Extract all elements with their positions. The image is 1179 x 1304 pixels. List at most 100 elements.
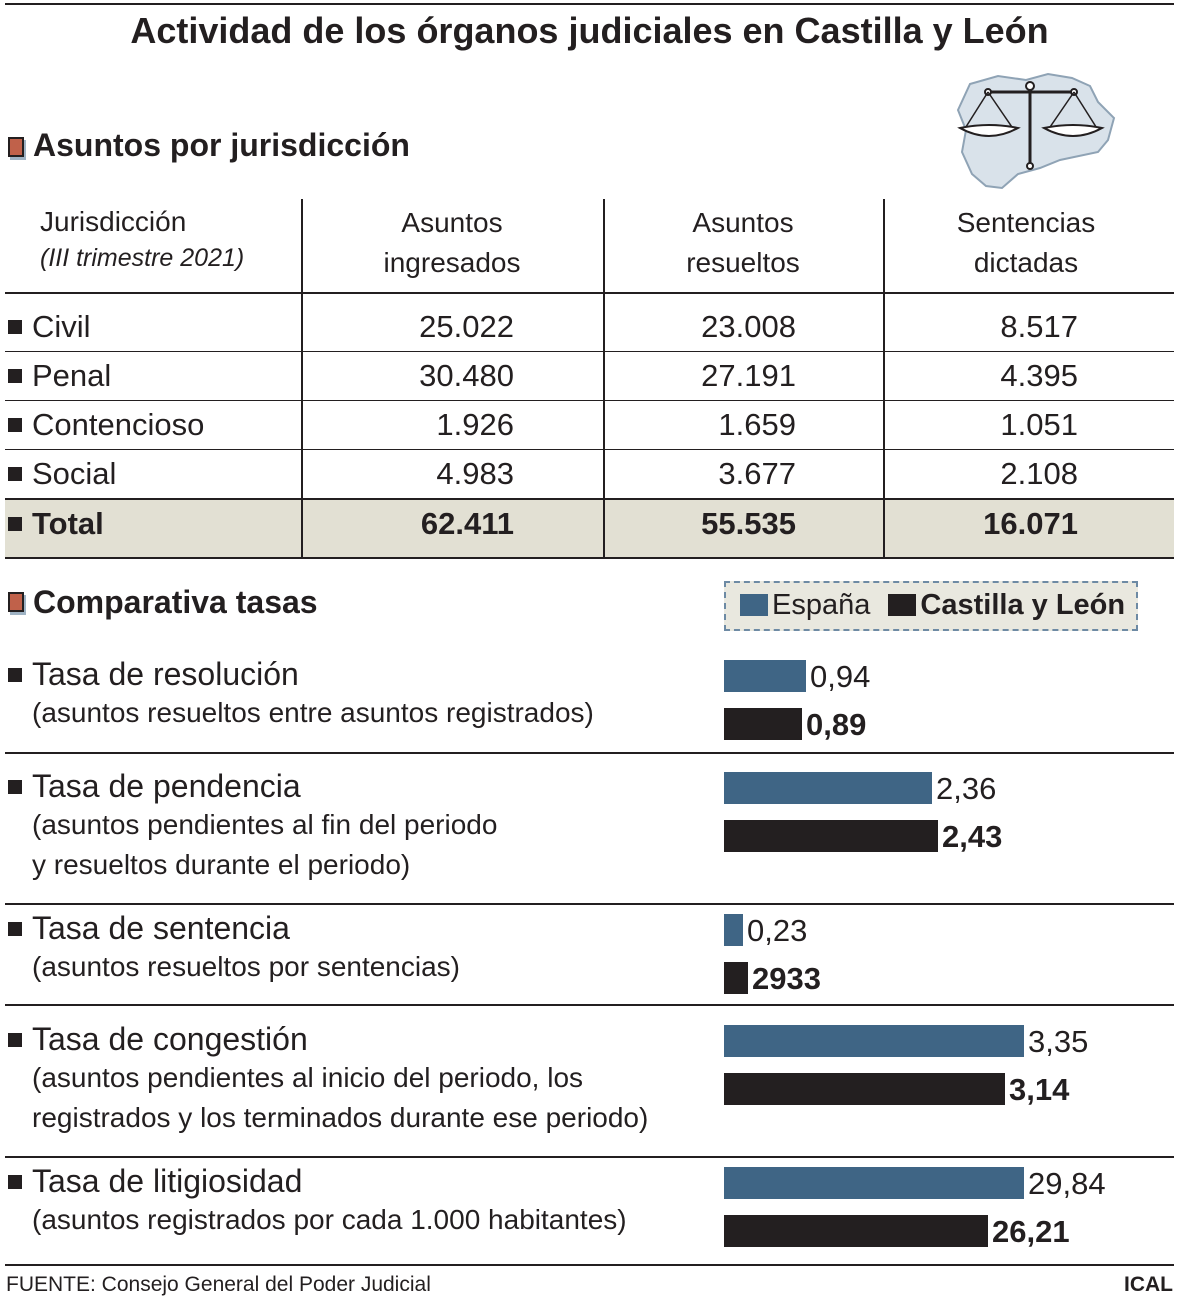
bar-label-cyl: 0,89: [806, 707, 867, 742]
table-row: Civil: [8, 303, 91, 351]
table-cell: 4.983: [436, 456, 514, 491]
bar-spain: [724, 914, 743, 946]
header-period: (III trimestre 2021): [40, 244, 245, 272]
metric-name-text: Tasa de litigiosidad: [32, 1163, 303, 1199]
table-cell: 4.395: [1000, 358, 1078, 393]
metric-block: Tasa de pendencia (asuntos pendientes al…: [8, 768, 497, 885]
metric-name: Tasa de resolución: [8, 656, 594, 693]
table-cell: 30.480: [419, 358, 514, 393]
row-divider: [5, 351, 1174, 352]
bar-cyl: [724, 1215, 988, 1247]
bar-label-cyl: 3,14: [1009, 1072, 1070, 1107]
metric-name-text: Tasa de pendencia: [32, 768, 301, 804]
table-cell: 8.517: [1000, 309, 1078, 344]
table-cell: 1.926: [436, 407, 514, 442]
table-cell: 23.008: [701, 309, 796, 344]
bullet-square: [8, 780, 22, 794]
bar-spain: [724, 1167, 1024, 1199]
metric-block: Tasa de sentencia (asuntos resueltos por…: [8, 910, 460, 987]
legend-swatch-cyl: [888, 594, 917, 616]
metric-divider: [5, 1156, 1174, 1158]
bar-label-spain: 29,84: [1028, 1166, 1106, 1201]
metric-name: Tasa de pendencia: [8, 768, 497, 805]
metric-desc: registrados y los terminados durante ese…: [32, 1102, 649, 1133]
metric-block: Tasa de congestión (asuntos pendientes a…: [8, 1021, 648, 1138]
table-row-total: Total: [8, 500, 104, 548]
bar-cyl: [724, 820, 938, 852]
bullet-square: [8, 517, 22, 531]
top-rule: [5, 3, 1174, 5]
metric-divider: [5, 752, 1174, 754]
header-sentencias: Sentencias: [956, 207, 1096, 238]
header-sentencias-2: dictadas: [973, 247, 1079, 278]
bullet-square: [8, 467, 22, 481]
metric-desc: (asuntos pendientes al inicio del period…: [32, 1062, 584, 1093]
table-cell: 1.659: [718, 407, 796, 442]
legend: España Castilla y León: [724, 581, 1138, 631]
total-row-background: [5, 499, 1174, 558]
metric-name: Tasa de litigiosidad: [8, 1163, 627, 1200]
metric-divider: [5, 1004, 1174, 1006]
table-cell-total: 62.411: [420, 506, 514, 541]
metric-divider: [5, 903, 1174, 905]
row-divider: [5, 292, 1174, 294]
row-divider: [5, 400, 1174, 401]
bar-spain: [724, 772, 932, 804]
table-cell: 2.108: [1000, 456, 1078, 491]
metric-name-text: Tasa de congestión: [32, 1021, 308, 1057]
column-divider: [301, 199, 303, 558]
section-title-asuntos: Asuntos por jurisdicción: [33, 127, 410, 163]
row-label: Contencioso: [32, 407, 205, 442]
table-row: Contencioso: [8, 401, 204, 449]
header-line: Asuntos: [401, 207, 503, 238]
table-row: Penal: [8, 352, 111, 400]
bullet-square: [8, 320, 22, 334]
bullet-square: [8, 922, 22, 936]
metric-name-text: Tasa de sentencia: [32, 910, 290, 946]
table-cell: 3.677: [718, 456, 796, 491]
header-ingresados-2: ingresados: [383, 247, 521, 278]
bar-spain: [724, 660, 806, 692]
bar-label-spain: 0,94: [810, 659, 871, 694]
bottom-rule: [5, 1264, 1174, 1266]
metric-block: Tasa de litigiosidad (asuntos registrado…: [8, 1163, 627, 1240]
metric-desc: (asuntos resueltos por sentencias): [32, 951, 460, 982]
table-cell-total: 55.535: [701, 506, 796, 541]
credit-text: ICAL: [1124, 1273, 1173, 1296]
table-cell: 1.051: [1000, 407, 1078, 442]
bar-label-spain: 3,35: [1028, 1024, 1089, 1059]
bullet-square: [8, 668, 22, 682]
row-label: Total: [32, 506, 104, 541]
table-cell-total: 16.071: [983, 506, 1078, 541]
row-label: Penal: [32, 358, 112, 393]
legend-swatch-spain: [740, 594, 768, 616]
bar-label-cyl: 26,21: [992, 1214, 1070, 1249]
bar-label-cyl: 2,43: [942, 819, 1003, 854]
bar-cyl: [724, 962, 748, 994]
table-cell: 27.191: [701, 358, 796, 393]
page-title: Actividad de los órganos judiciales en C…: [130, 10, 1049, 51]
bullet-square: [8, 1175, 22, 1189]
source-text: FUENTE: Consejo General del Poder Judici…: [6, 1273, 431, 1296]
scales-of-justice-icon: [956, 72, 1116, 190]
bullet-square: [8, 418, 22, 432]
row-divider: [5, 449, 1174, 450]
bar-label-spain: 0,23: [747, 913, 808, 948]
bar-spain: [724, 1025, 1024, 1057]
section-marker: [8, 137, 24, 157]
row-label: Social: [32, 456, 117, 491]
legend-label-spain: España: [772, 589, 871, 621]
header-resueltos-2: resueltos: [686, 247, 800, 278]
bar-label-cyl: 2933: [752, 961, 821, 996]
row-label: Civil: [32, 309, 91, 344]
header-jurisdiccion: Jurisdicción: [40, 206, 187, 237]
row-divider: [5, 557, 1174, 559]
table-row: Social: [8, 450, 116, 498]
row-divider: [5, 498, 1174, 500]
header-resueltos: Asuntos: [692, 207, 794, 238]
bar-cyl: [724, 1073, 1005, 1105]
metric-desc: (asuntos resueltos entre asuntos registr…: [32, 697, 594, 728]
bar-label-spain: 2,36: [936, 771, 997, 806]
metric-desc: (asuntos pendientes al fin del periodo: [32, 809, 498, 840]
column-divider: [883, 199, 885, 558]
